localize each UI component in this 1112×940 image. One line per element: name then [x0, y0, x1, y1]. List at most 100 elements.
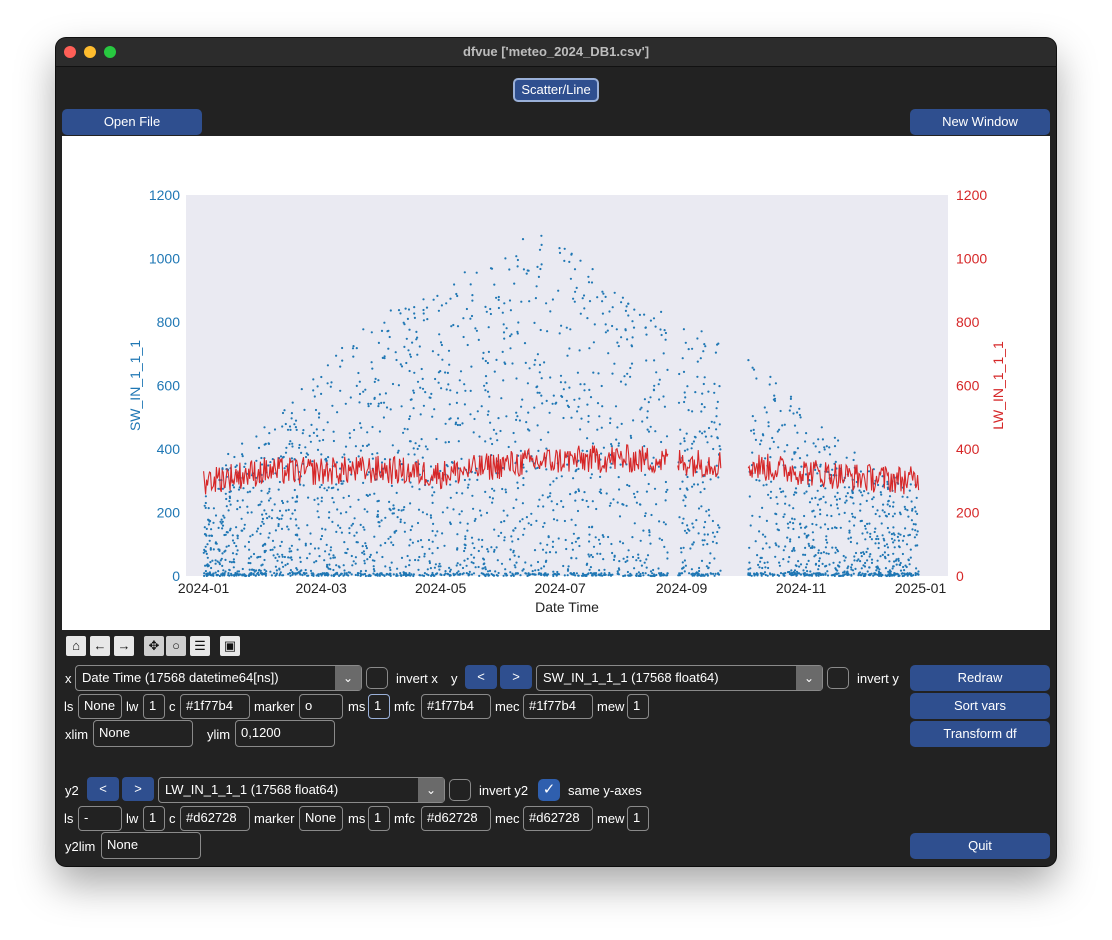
sw-point: [215, 542, 218, 545]
sw-point: [470, 553, 473, 556]
sw-point: [876, 509, 879, 512]
ms2-input[interactable]: 1: [368, 806, 390, 831]
chevron-down-icon[interactable]: ⌄: [335, 666, 361, 690]
y2-next-button[interactable]: >: [122, 777, 154, 801]
sw-point: [760, 439, 763, 442]
sw-point: [541, 402, 544, 405]
zoom-icon[interactable]: ○: [166, 636, 186, 656]
mec-input[interactable]: #1f77b4: [523, 694, 593, 719]
sw-point: [899, 533, 902, 536]
sw-point: [204, 501, 207, 505]
y2lim-input[interactable]: None: [101, 832, 201, 859]
sw-point: [329, 546, 333, 549]
sw-point: [542, 573, 545, 576]
sw-point: [383, 321, 386, 324]
sw-point: [877, 542, 880, 545]
invert-y2-checkbox[interactable]: [449, 779, 471, 801]
sw-point: [805, 490, 808, 493]
c2-input[interactable]: #d62728: [180, 806, 250, 831]
zoom-window-button[interactable]: [104, 46, 116, 58]
sw-point: [237, 488, 241, 491]
sw-point: [519, 449, 522, 452]
lw-input[interactable]: 1: [143, 694, 165, 719]
minimize-window-button[interactable]: [84, 46, 96, 58]
forward-arrow-icon[interactable]: →: [114, 636, 134, 656]
chevron-down-icon[interactable]: ⌄: [796, 666, 822, 690]
sw-point: [824, 487, 827, 490]
ls-input[interactable]: None: [78, 694, 122, 719]
same-y-axes-checkbox[interactable]: ✓: [538, 779, 560, 801]
y2-prev-button[interactable]: <: [87, 777, 119, 801]
sw-point: [306, 574, 309, 577]
chevron-down-icon[interactable]: ⌄: [418, 778, 444, 802]
sw-point: [491, 442, 494, 446]
scatter-line-tab[interactable]: Scatter/Line: [513, 78, 599, 102]
sw-point: [887, 553, 890, 557]
sw-point: [377, 402, 380, 405]
redraw-button[interactable]: Redraw: [910, 665, 1050, 691]
open-file-button[interactable]: Open File: [62, 109, 202, 135]
plot-canvas[interactable]: 0 200 400 600 800 1000 1200 0 200 400 600 800 1000 12…: [62, 136, 1050, 630]
x-tick-label: 2024-05: [415, 580, 467, 596]
sw-point: [378, 521, 381, 524]
new-window-button[interactable]: New Window: [910, 109, 1050, 135]
sw-point: [487, 326, 490, 329]
sw-point: [627, 302, 630, 305]
y-next-button[interactable]: >: [500, 665, 532, 689]
xlim-input[interactable]: None: [93, 720, 193, 747]
mew-input[interactable]: 1: [627, 694, 649, 719]
c-label: c: [169, 699, 176, 714]
sw-point: [236, 534, 239, 537]
y-variable-select[interactable]: SW_IN_1_1_1 (17568 float64) ⌄: [536, 665, 823, 691]
sw-point: [335, 461, 338, 464]
mec2-input[interactable]: #d62728: [523, 806, 593, 831]
sw-point: [617, 442, 621, 445]
quit-button[interactable]: Quit: [910, 833, 1050, 859]
sw-point: [377, 379, 380, 382]
sw-point: [760, 574, 763, 577]
sw-point: [639, 559, 642, 562]
marker2-input[interactable]: None: [299, 806, 343, 831]
home-icon[interactable]: ⌂: [66, 636, 86, 656]
x-variable-select[interactable]: Date Time (17568 datetime64[ns]) ⌄: [75, 665, 362, 691]
sw-point: [604, 295, 607, 298]
ylim-input[interactable]: 0,1200: [235, 720, 335, 747]
configure-subplots-icon[interactable]: ☰: [190, 636, 210, 656]
y2-variable-select[interactable]: LW_IN_1_1_1 (17568 float64) ⌄: [158, 777, 445, 803]
invert-y-checkbox[interactable]: [827, 667, 849, 689]
sw-point: [824, 523, 827, 526]
x-tick-label: 2024-11: [776, 580, 827, 596]
mfc2-input[interactable]: #d62728: [421, 806, 491, 831]
sw-point: [888, 505, 892, 508]
app-window: dfvue ['meteo_2024_DB1.csv'] Scatter/Lin…: [56, 38, 1056, 866]
sw-point: [364, 388, 367, 391]
y-prev-button[interactable]: <: [465, 665, 497, 689]
sw-point: [751, 415, 754, 418]
ms-input[interactable]: 1: [368, 694, 390, 719]
mew2-input[interactable]: 1: [627, 806, 649, 831]
sw-point: [827, 527, 830, 531]
pan-icon[interactable]: ✥: [144, 636, 164, 656]
close-window-button[interactable]: [64, 46, 76, 58]
mfc-input[interactable]: #1f77b4: [421, 694, 491, 719]
sort-vars-button[interactable]: Sort vars: [910, 693, 1050, 719]
sw-point: [679, 487, 682, 490]
lw2-input[interactable]: 1: [143, 806, 165, 831]
sw-point: [232, 486, 236, 489]
c-input[interactable]: #1f77b4: [180, 694, 250, 719]
sw-point: [295, 567, 298, 570]
ls2-input[interactable]: -: [78, 806, 122, 831]
sw-point: [604, 323, 607, 326]
sw-point: [503, 536, 506, 539]
save-figure-icon[interactable]: ▣: [220, 636, 240, 656]
sw-point: [334, 573, 337, 576]
sw-point: [455, 564, 458, 567]
sw-point: [625, 504, 628, 507]
marker-input[interactable]: o: [299, 694, 343, 719]
sw-point: [776, 502, 779, 505]
back-arrow-icon[interactable]: ←: [90, 636, 110, 656]
transform-df-button[interactable]: Transform df: [910, 721, 1050, 747]
sw-point: [500, 521, 503, 524]
sw-point: [395, 358, 398, 362]
invert-x-checkbox[interactable]: [366, 667, 388, 689]
